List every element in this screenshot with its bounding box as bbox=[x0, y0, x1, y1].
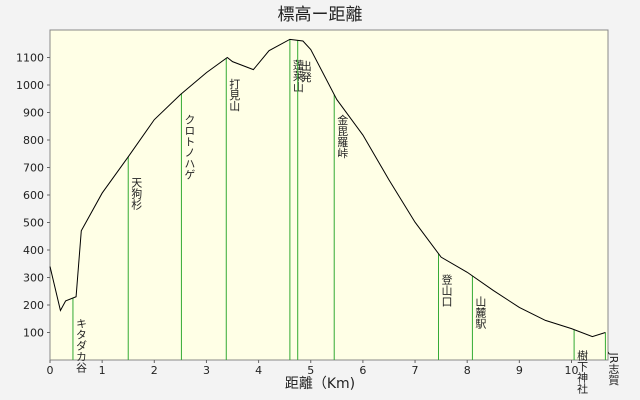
y-tick-label: 700 bbox=[23, 162, 44, 175]
marker-label: クロトノハゲ bbox=[183, 113, 196, 179]
marker-label: JR志賀 bbox=[607, 352, 620, 387]
marker-label: 登山口 bbox=[440, 272, 453, 306]
y-tick-label: 1100 bbox=[16, 52, 44, 65]
x-tick-label: 7 bbox=[412, 364, 419, 377]
x-tick-label: 10 bbox=[564, 364, 578, 377]
marker-label: 樹下神社 bbox=[576, 349, 589, 394]
y-tick-label: 200 bbox=[23, 299, 44, 312]
x-tick-label: 9 bbox=[516, 364, 523, 377]
y-tick-label: 600 bbox=[23, 189, 44, 202]
x-tick-label: 5 bbox=[307, 364, 314, 377]
y-tick-label: 400 bbox=[23, 244, 44, 257]
y-tick-label: 1000 bbox=[16, 79, 44, 92]
x-tick-label: 3 bbox=[203, 364, 210, 377]
y-tick-label: 500 bbox=[23, 217, 44, 230]
y-tick-label: 800 bbox=[23, 134, 44, 147]
marker-label: 金毘羅峠 bbox=[336, 113, 349, 159]
chart-title: 標高ー距離 bbox=[278, 5, 363, 25]
marker-label: キタダカ谷 bbox=[74, 318, 87, 374]
elevation-line bbox=[49, 38, 606, 338]
y-tick-label: 300 bbox=[23, 272, 44, 285]
x-tick-label: 8 bbox=[464, 364, 471, 377]
x-tick-label: 4 bbox=[255, 364, 262, 377]
marker-label: 天狗杉 bbox=[130, 177, 143, 211]
y-tick-label: 900 bbox=[23, 107, 44, 120]
y-tick-label: 100 bbox=[23, 327, 44, 340]
marker-label: 出発 bbox=[299, 59, 312, 83]
x-tick-label: 0 bbox=[47, 364, 54, 377]
x-axis-label: 距離（Km) bbox=[285, 375, 355, 392]
marker-label: 打見山 bbox=[228, 77, 241, 111]
x-tick-label: 2 bbox=[151, 364, 158, 377]
x-tick-label: 1 bbox=[99, 364, 106, 377]
x-tick-label: 6 bbox=[359, 364, 366, 377]
marker-label: 山麓駅 bbox=[474, 296, 487, 330]
